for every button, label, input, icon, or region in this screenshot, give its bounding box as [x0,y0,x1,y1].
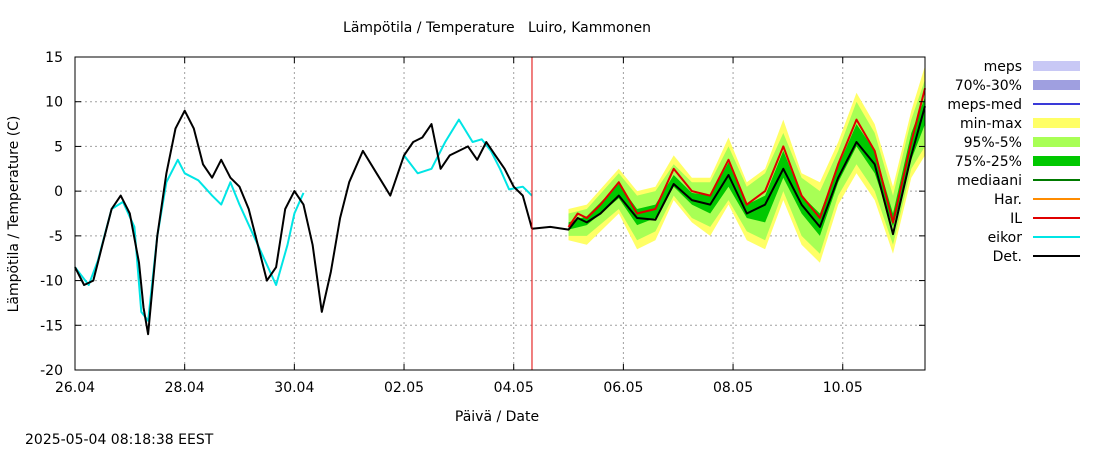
x-tick-label: 26.04 [55,380,95,396]
y-tick-label: 5 [54,139,63,155]
series-eikor [74,158,305,322]
legend-label: meps [984,59,1022,75]
legend-label: eikor [988,230,1023,246]
legend-swatch [1033,137,1080,147]
band-75-25- [568,97,925,236]
legend-label: IL [1010,211,1022,227]
legend-swatch [1033,61,1080,71]
axis-ticks: -20 -15 -10 -5 0 5 10 15 26.04 28.04 30.04 02.05 04.… [40,50,925,396]
series-eikor [403,118,533,197]
x-tick-label: 10.05 [823,380,863,396]
legend-label: min-max [960,116,1022,132]
series-det- [74,109,533,336]
legend: meps 70%-30% meps-med min-max 95%-5% 75%-25% m… [947,59,1080,265]
legend-label: Har. [994,192,1022,208]
legend-label: 75%-25% [955,154,1022,170]
legend-label: 70%-30% [955,78,1022,94]
y-tick-label: 15 [45,50,63,66]
y-axis-label: Lämpötila / Temperature (C) [6,116,22,313]
y-tick-label: -20 [40,363,63,379]
series-lines [74,88,926,336]
legend-label: mediaani [957,173,1022,189]
x-tick-label: 04.05 [494,380,534,396]
chart-title: Lämpötila / Temperature Luiro, Kammonen [343,20,651,36]
legend-swatch [1033,80,1080,90]
legend-label: Det. [993,249,1022,265]
timestamp: 2025-05-04 08:18:38 EEST [25,432,214,448]
x-tick-label: 08.05 [713,380,753,396]
series-il [567,88,926,228]
y-tick-label: -10 [40,274,63,290]
legend-swatch [1033,156,1080,166]
x-tick-label: 06.05 [603,380,643,396]
y-tick-label: -15 [40,318,63,334]
x-tick-label: 28.04 [165,380,205,396]
y-tick-label: 0 [54,184,63,200]
legend-label: meps-med [947,97,1022,113]
legend-label: 95%-5% [964,135,1022,151]
y-tick-label: -5 [49,229,63,245]
x-tick-label: 02.05 [384,380,424,396]
forecast-bands [568,65,925,263]
series-det- [531,105,926,236]
x-tick-label: 30.04 [274,380,314,396]
x-axis-label: Päivä / Date [455,409,539,425]
grid [75,57,925,370]
legend-swatch [1033,118,1080,128]
y-tick-label: 10 [45,95,63,111]
plot-frame [74,56,926,371]
